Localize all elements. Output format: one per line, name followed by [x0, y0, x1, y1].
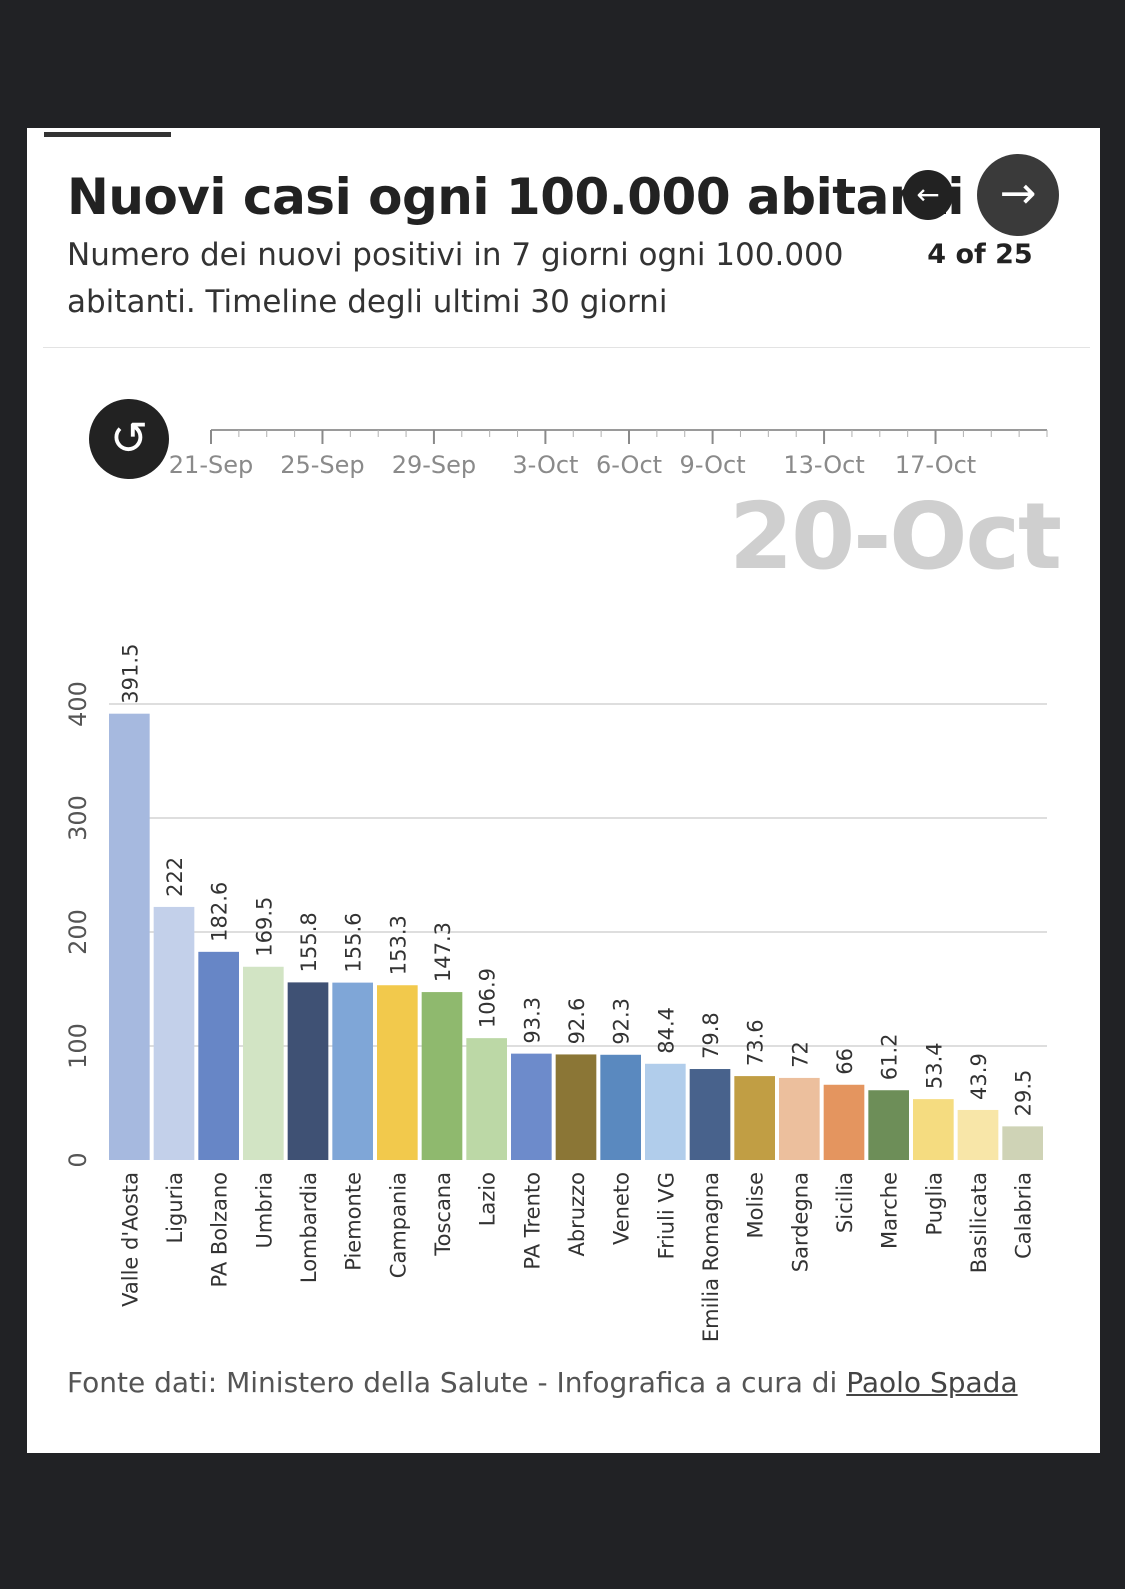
bar [153, 906, 195, 1160]
author-link[interactable]: Paolo Spada [846, 1366, 1018, 1399]
bar [689, 1069, 731, 1160]
category-label: Basilicata [967, 1172, 991, 1273]
y-tick-label: 100 [64, 1023, 92, 1069]
y-tick-label: 300 [64, 795, 92, 841]
bar-value-label: 73.6 [744, 1019, 768, 1066]
category-label: Abruzzo [565, 1172, 589, 1257]
bar-value-label: 155.8 [297, 912, 321, 972]
bar-chart: 0 100 200 300 400 391.5 222 182.6 169.5 155.8 155… [64, 644, 1047, 1342]
source-note: Fonte dati: Ministero della Salute - Inf… [67, 1366, 1018, 1399]
timeline-label: 9-Oct [680, 451, 746, 479]
category-label: Lazio [476, 1172, 500, 1226]
current-date: 20-Oct [729, 483, 1062, 590]
bar [377, 985, 418, 1160]
category-label: Sicilia [833, 1172, 857, 1233]
category-label: PA Bolzano [208, 1172, 232, 1288]
bar [913, 1099, 954, 1160]
bar [198, 951, 239, 1160]
bar-value-label: 72 [788, 1041, 812, 1068]
replay-icon: ↺ [109, 411, 149, 465]
category-label: Marche [878, 1172, 902, 1249]
bar [823, 1084, 865, 1160]
timeline-label: 25-Sep [280, 451, 364, 479]
timeline-label: 13-Oct [783, 451, 864, 479]
pager-count: 4 of 25 [927, 239, 1033, 270]
bar-value-label: 147.3 [431, 922, 455, 982]
chart-subtitle: Numero dei nuovi positivi in 7 giorni og… [67, 237, 844, 320]
timeline-label: 29-Sep [392, 451, 476, 479]
bar [555, 1054, 597, 1160]
bar [734, 1076, 775, 1160]
category-label: Liguria [163, 1172, 187, 1244]
bar-value-label: 391.5 [118, 644, 142, 704]
bar-value-label: 106.9 [476, 968, 500, 1028]
category-label: Toscana [431, 1172, 455, 1257]
timeline-label: 6-Oct [596, 451, 662, 479]
bar-value-label: 53.4 [922, 1042, 946, 1089]
arrow-right-icon: → [999, 168, 1037, 219]
bar [466, 1038, 507, 1160]
bar-value-label: 66 [833, 1048, 857, 1075]
category-label: Sardegna [788, 1172, 812, 1272]
category-label: Emilia Romagna [699, 1172, 723, 1342]
bar-value-label: 92.3 [610, 998, 634, 1045]
bar-value-label: 222 [163, 857, 187, 897]
y-tick-label: 200 [64, 909, 92, 955]
replay-button[interactable]: ↺ [89, 399, 169, 479]
category-label: Calabria [1012, 1172, 1036, 1259]
bar [868, 1090, 909, 1160]
bar [645, 1063, 686, 1160]
timeline-label: 21-Sep [169, 451, 253, 479]
bar-value-label: 79.8 [699, 1012, 723, 1059]
next-button[interactable]: → [977, 154, 1059, 236]
bar-value-label: 43.9 [967, 1053, 991, 1100]
bar-value-label: 182.6 [208, 882, 232, 942]
category-label: Valle d'Aosta [118, 1172, 142, 1307]
category-label: Friuli VG [654, 1172, 678, 1259]
bar [957, 1109, 999, 1160]
bar-value-label: 29.5 [1012, 1070, 1036, 1117]
source-text: Fonte dati: Ministero della Salute - Inf… [67, 1366, 847, 1399]
bar-value-label: 153.3 [386, 915, 410, 975]
bar [243, 966, 284, 1160]
category-label: Piemonte [342, 1172, 366, 1271]
bar-value-label: 61.2 [878, 1033, 902, 1080]
timeline-label: 17-Oct [895, 451, 976, 479]
bar [779, 1077, 820, 1160]
bar [600, 1054, 641, 1160]
category-label: Lombardia [297, 1172, 321, 1283]
bar [109, 713, 150, 1160]
y-tick-label: 400 [64, 681, 92, 727]
category-label: Umbria [252, 1172, 276, 1249]
prev-button[interactable]: ← [903, 170, 953, 220]
bar [511, 1053, 552, 1160]
chart-title: Nuovi casi ogni 100.000 abitanti [67, 168, 965, 226]
bar [421, 992, 463, 1160]
timeline-label: 3-Oct [512, 451, 578, 479]
y-tick-label: 0 [64, 1152, 92, 1167]
category-label: PA Trento [520, 1172, 544, 1270]
category-label: Puglia [922, 1172, 946, 1235]
bar-value-label: 92.6 [565, 998, 589, 1045]
bar-value-label: 155.6 [342, 912, 366, 972]
top-rule [44, 132, 171, 137]
timeline-slider[interactable]: 21-Sep 25-Sep 29-Sep 3-Oct 6-Oct 9-Oct 13-Oct 1… [27, 418, 1100, 488]
category-label: Molise [744, 1172, 768, 1239]
category-label: Veneto [610, 1172, 634, 1245]
chart-card: Nuovi casi ogni 100.000 abitanti Numero … [27, 128, 1100, 1453]
bar-value-label: 169.5 [252, 897, 276, 957]
bar [287, 982, 329, 1160]
category-label: Campania [386, 1172, 410, 1278]
bar [1002, 1126, 1043, 1160]
bar-value-label: 93.3 [520, 997, 544, 1044]
bar [332, 982, 373, 1160]
bar-value-label: 84.4 [654, 1007, 678, 1054]
header-divider [43, 347, 1090, 348]
arrow-left-icon: ← [916, 178, 940, 211]
